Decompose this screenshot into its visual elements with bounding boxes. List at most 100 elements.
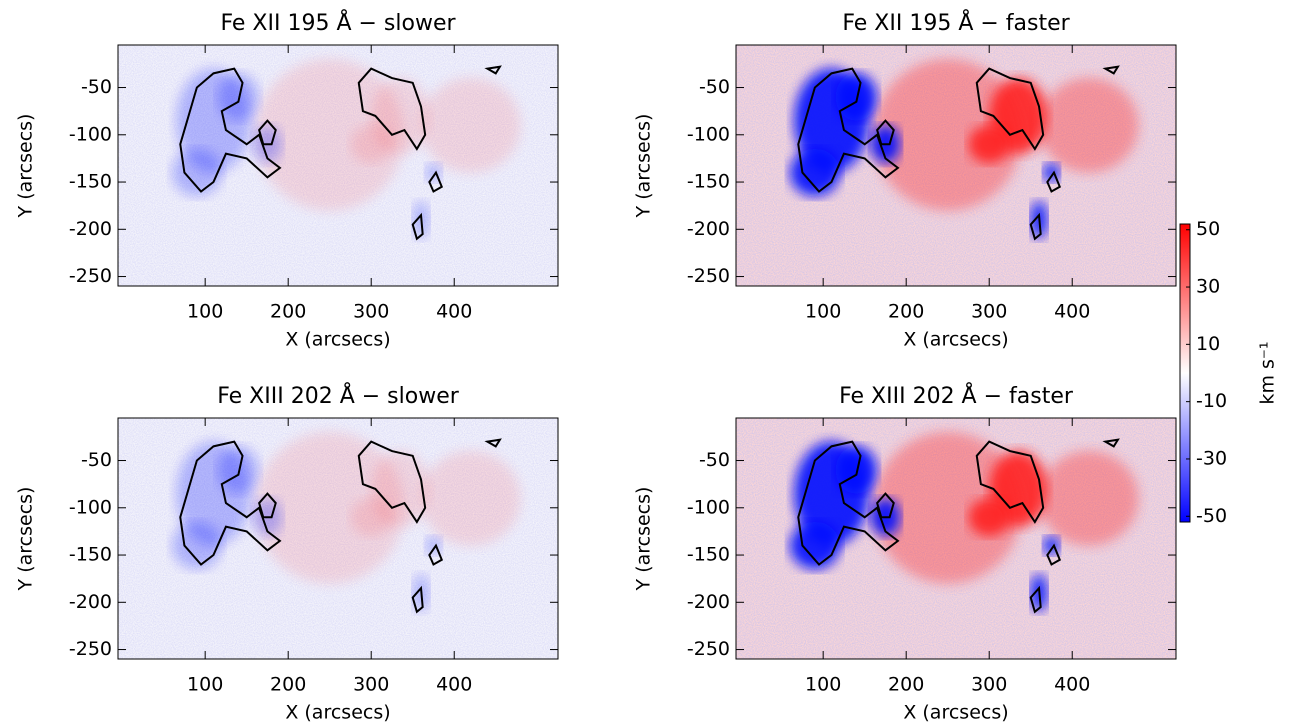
contour [357, 440, 427, 524]
x-axis-label: X (arcsecs) [285, 702, 390, 724]
y-axis-label: Y (arcsecs) [15, 487, 37, 592]
x-tick-label: 300 [353, 674, 389, 696]
map-blob [171, 521, 222, 570]
y-tick-label: -50 [699, 449, 730, 471]
x-tick-label: 200 [270, 301, 306, 323]
y-tick-label: -200 [687, 218, 730, 240]
map-blob [217, 446, 260, 494]
panel-title: Fe XIII 202 Å − faster [839, 382, 1074, 409]
x-tick-label: 400 [436, 301, 472, 323]
y-tick-label: -200 [687, 591, 730, 613]
map-blob [1039, 77, 1139, 173]
plot-frame [735, 417, 1177, 660]
panel-title: Fe XII 195 Å − slower [220, 9, 456, 36]
colorbar-tick-label: -50 [1196, 505, 1227, 527]
y-axis-label: Y (arcsecs) [633, 487, 655, 592]
contour [1102, 65, 1120, 75]
y-tick-label: -100 [69, 123, 112, 145]
contour [975, 67, 1045, 151]
colorbar [1179, 223, 1191, 523]
colorbar-tick-label: -30 [1196, 447, 1227, 469]
contour [1102, 438, 1120, 448]
y-tick-label: -50 [699, 76, 730, 98]
x-tick-label: 300 [971, 301, 1007, 323]
x-axis-label: X (arcsecs) [903, 329, 1008, 351]
x-tick-label: 400 [1054, 674, 1090, 696]
contour [258, 119, 277, 146]
map-blob [421, 450, 521, 546]
map-blob [254, 58, 405, 211]
y-tick-label: -250 [687, 638, 730, 660]
map [736, 418, 1176, 659]
colorbar-tick-label: 10 [1196, 333, 1220, 355]
contour [411, 585, 424, 614]
contour [428, 543, 444, 566]
contour [797, 440, 900, 566]
y-tick-label: -50 [81, 76, 112, 98]
x-tick-label: 400 [1054, 301, 1090, 323]
x-tick-label: 100 [187, 301, 223, 323]
contour [1046, 170, 1062, 193]
x-tick-label: 100 [805, 301, 841, 323]
map-blob [835, 73, 878, 121]
map-blob [421, 77, 521, 173]
map [736, 45, 1176, 286]
y-tick-label: -150 [687, 171, 730, 193]
contour [179, 440, 282, 566]
y-tick-label: -100 [69, 496, 112, 518]
panel-title: Fe XIII 202 Å − slower [217, 382, 460, 409]
map-blob [254, 431, 405, 584]
contour [876, 119, 895, 146]
colorbar-tick-label: -10 [1196, 390, 1227, 412]
x-tick-label: 200 [270, 674, 306, 696]
y-tick-label: -150 [69, 544, 112, 566]
y-tick-label: -100 [687, 496, 730, 518]
map-blob [872, 58, 1023, 211]
contour [258, 492, 277, 519]
x-tick-label: 300 [353, 301, 389, 323]
x-tick-label: 200 [888, 301, 924, 323]
contour [975, 440, 1045, 524]
map-blob [217, 73, 260, 121]
y-tick-label: -50 [81, 449, 112, 471]
contour [411, 212, 424, 241]
contour [1029, 212, 1042, 241]
y-axis-label: Y (arcsecs) [15, 114, 37, 219]
x-tick-label: 400 [436, 674, 472, 696]
map-blob [789, 148, 840, 197]
map-blob [789, 521, 840, 570]
y-axis-label: Y (arcsecs) [633, 114, 655, 219]
panel-title: Fe XII 195 Å − faster [842, 9, 1070, 36]
y-tick-label: -200 [69, 591, 112, 613]
contour [484, 438, 502, 448]
y-tick-label: -250 [69, 265, 112, 287]
contour [876, 492, 895, 519]
colorbar-tick-label: 30 [1196, 276, 1220, 298]
map-blob [1039, 450, 1139, 546]
map [118, 45, 558, 286]
x-tick-label: 100 [805, 674, 841, 696]
map-blob [872, 431, 1023, 584]
y-tick-label: -100 [687, 123, 730, 145]
contour [1029, 585, 1042, 614]
contour [357, 67, 427, 151]
y-tick-label: -150 [687, 544, 730, 566]
y-tick-label: -200 [69, 218, 112, 240]
plot-frame [117, 44, 559, 287]
contour [797, 67, 900, 193]
y-tick-label: -150 [69, 171, 112, 193]
x-tick-label: 300 [971, 674, 1007, 696]
contour [179, 67, 282, 193]
colorbar-label: km s⁻¹ [1257, 341, 1279, 404]
x-axis-label: X (arcsecs) [903, 702, 1008, 724]
map-blob [835, 446, 878, 494]
colorbar-tick-label: 50 [1196, 218, 1220, 240]
map [118, 418, 558, 659]
contour [484, 65, 502, 75]
x-tick-label: 200 [888, 674, 924, 696]
x-tick-label: 100 [187, 674, 223, 696]
map-blob [171, 148, 222, 197]
contour [428, 170, 444, 193]
y-tick-label: -250 [687, 265, 730, 287]
